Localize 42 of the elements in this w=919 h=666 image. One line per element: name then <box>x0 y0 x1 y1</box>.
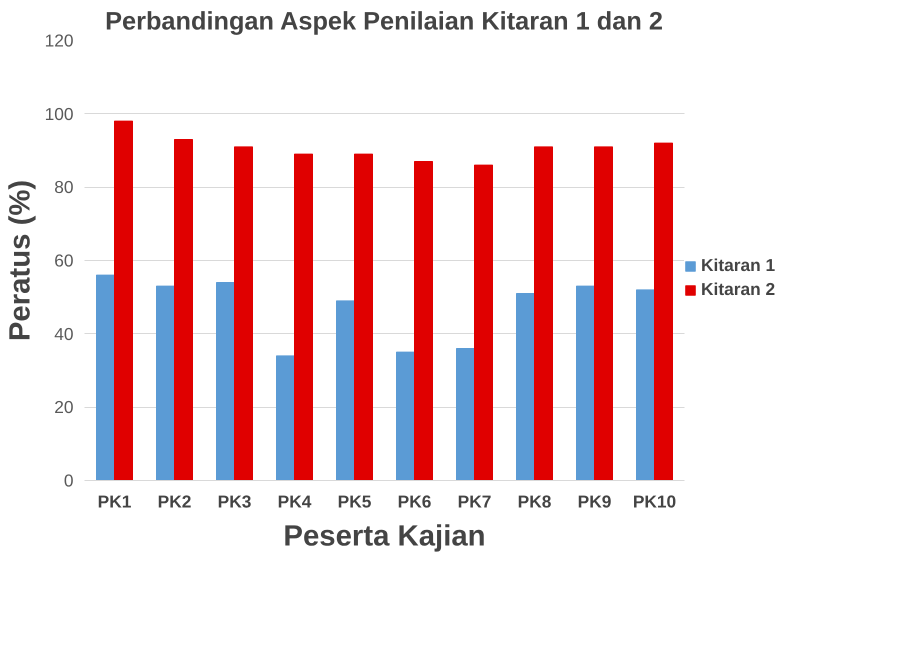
bar <box>234 146 253 480</box>
legend-label: Kitaran 2 <box>701 279 776 300</box>
x-axis-title: Peserta Kajian <box>283 520 486 552</box>
x-tick-label: PK5 <box>338 492 372 512</box>
bar <box>156 286 175 480</box>
x-tick-label: PK1 <box>98 492 132 512</box>
y-tick-label: 20 <box>54 397 74 418</box>
y-tick-label: 40 <box>54 324 74 344</box>
bar <box>336 300 355 480</box>
x-tick-label: PK2 <box>158 492 192 512</box>
bar <box>354 154 373 480</box>
x-tick-label: PK10 <box>632 492 676 512</box>
bar <box>474 164 493 480</box>
bar <box>576 286 595 480</box>
bar <box>216 282 235 480</box>
bar <box>594 146 613 480</box>
x-tick-label: PK6 <box>398 492 432 512</box>
x-tick-label: PK7 <box>458 492 492 512</box>
legend-label: Kitaran 1 <box>701 255 776 276</box>
x-tick-label: PK9 <box>578 492 612 512</box>
y-tick-label: 0 <box>64 470 74 490</box>
bar <box>414 161 433 480</box>
y-tick-label: 60 <box>54 250 74 270</box>
bar <box>294 154 313 480</box>
bar <box>534 146 553 480</box>
bar <box>276 355 295 480</box>
bar <box>114 120 133 480</box>
bar <box>396 352 415 480</box>
x-tick-label: PK3 <box>218 492 252 512</box>
x-tick-label: PK8 <box>518 492 552 512</box>
bar <box>96 274 115 480</box>
bar <box>636 289 655 480</box>
chart-title: Perbandingan Aspek Penilaian Kitaran 1 dan 2 <box>105 8 663 36</box>
y-tick-label: 100 <box>44 104 74 124</box>
bar <box>516 293 535 480</box>
bar <box>456 348 475 480</box>
x-tick-label: PK4 <box>278 492 312 512</box>
bar <box>174 139 193 480</box>
y-axis-title: Peratus (%) <box>4 180 37 342</box>
y-tick-label: 120 <box>44 30 74 50</box>
bar <box>654 142 673 480</box>
y-tick-label: 80 <box>54 177 74 198</box>
